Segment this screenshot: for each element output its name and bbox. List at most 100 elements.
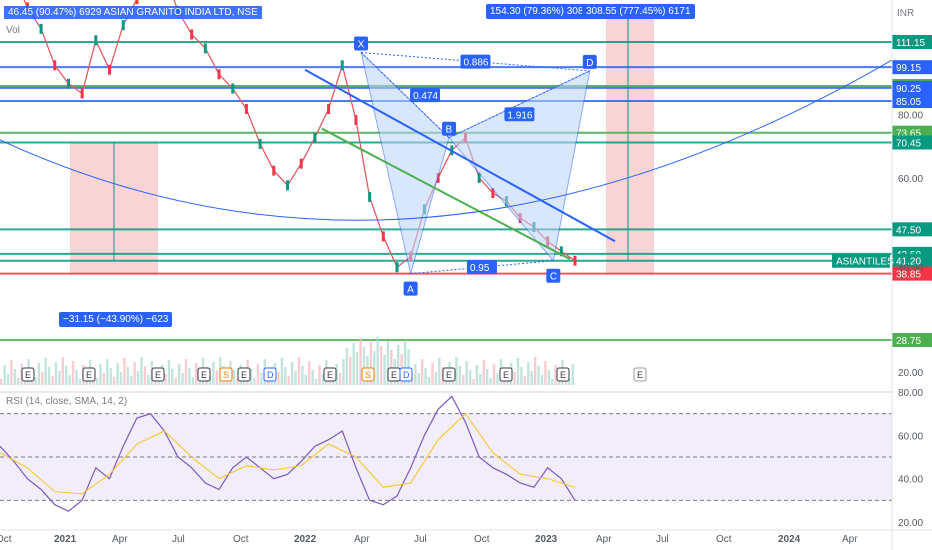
volume-bar [41, 372, 44, 385]
price-candle [477, 172, 481, 183]
volume-bar [304, 375, 308, 385]
harmonic-pattern[interactable]: X A B C D 0.886 0.474 1.916 0.95 [0, 36, 893, 296]
price-candle [559, 246, 563, 257]
volume-bar [551, 379, 554, 385]
event-marker-glyph: S [365, 370, 371, 380]
volume-bar [167, 360, 171, 385]
volume-bar [513, 372, 516, 385]
price-candle [368, 192, 372, 203]
price-candle [217, 69, 221, 80]
price-tick-1: 60.00 [898, 174, 923, 185]
level-tag-label-9: 41.20 [896, 257, 921, 268]
volume-bar [537, 366, 540, 385]
volume-bar [232, 370, 236, 385]
volume-bar [373, 351, 376, 385]
event-marker [151, 367, 165, 382]
resistance-trendline [304, 68, 616, 243]
volume-bar [516, 358, 520, 385]
volume-bar [10, 360, 13, 385]
volume-bar [496, 373, 499, 385]
pattern-point-label-C: C [550, 272, 557, 283]
price-candle [190, 29, 194, 40]
event-marker [263, 367, 277, 382]
volume-bar [256, 364, 260, 385]
volume-bar [188, 368, 191, 385]
event-marker-glyph: D [267, 370, 274, 380]
volume-bar [314, 379, 318, 385]
measure-box-3: −31.15 (−43.90%) −623 [59, 312, 173, 327]
price-candle [108, 64, 112, 75]
volume-bar [554, 365, 557, 385]
volume-bar [492, 364, 496, 385]
volume-bar [65, 366, 68, 385]
price-candle [354, 115, 358, 126]
price-candle [244, 104, 248, 115]
price-candle [231, 83, 235, 94]
event-marker [499, 367, 513, 382]
price-tick-3: 20.00 [898, 368, 923, 379]
level-tag-10 [892, 266, 932, 281]
volume-bar [253, 378, 256, 385]
volume-bar [424, 368, 427, 385]
volume-bar [455, 357, 458, 385]
level-tag-label-5: 73.65 [896, 129, 921, 140]
volume-bar [130, 376, 133, 385]
event-marker [82, 367, 96, 382]
symbol-legend: 46.45 (90.47%) 6929 ASIAN GRANITO INDIA … [4, 6, 262, 19]
price-candle [121, 20, 125, 31]
event-marker-glyph: S [223, 370, 229, 380]
volume-bar [133, 362, 136, 385]
level-tag-label-7: 47.50 [896, 225, 921, 236]
volume-bar [78, 379, 82, 385]
volume-legend: Vol [6, 25, 20, 36]
pattern-point-D [582, 54, 597, 69]
support-trendline [321, 127, 571, 260]
event-marker-glyph: E [201, 370, 207, 380]
event-marker-glyph: E [503, 370, 509, 380]
level-tag-9 [892, 253, 932, 268]
volume-bar [164, 374, 167, 385]
rsi-tick-1: 60.00 [898, 431, 923, 442]
price-candle [286, 180, 289, 191]
level-tag-0 [892, 35, 932, 49]
price-candle [327, 104, 331, 115]
volume-bar [489, 378, 492, 385]
volume-bar [568, 378, 571, 385]
event-marker-glyph: E [155, 370, 161, 380]
price-candle [80, 88, 84, 99]
currency-label[interactable]: INR [897, 8, 915, 19]
rsi-tick-0: 80.00 [898, 388, 923, 399]
rsi-pane: 80.00 60.00 40.00 20.00 [0, 388, 923, 529]
volume-bar [410, 378, 414, 385]
volume-bar [308, 361, 311, 385]
volume-bar [171, 369, 174, 385]
volume-bar [417, 373, 420, 385]
pattern-ratio-line-3 [448, 70, 591, 139]
level-tag-1 [892, 60, 932, 75]
volume-bar [136, 371, 140, 385]
volume-bar [126, 367, 130, 385]
volume-bar [427, 377, 431, 385]
volume-bar [345, 348, 349, 385]
pattern-point-label-A: A [407, 285, 414, 296]
pattern-ratio-box-0 [460, 54, 491, 69]
volume-bar [547, 370, 551, 385]
level-tag-label-10: 38.85 [896, 270, 921, 281]
price-candle [39, 23, 43, 34]
time-tick-6: Apr [354, 534, 370, 545]
pattern-point-C [546, 268, 561, 283]
volume-bar [34, 377, 37, 385]
time-tick-14: Apr [842, 534, 858, 545]
event-marker-glyph: E [446, 370, 452, 380]
level-tag-label-11: 28.75 [896, 336, 921, 347]
pattern-ratio-2: 1.916 [507, 110, 532, 121]
volume-bar [465, 361, 468, 385]
event-marker [399, 367, 413, 382]
volume-bar [335, 364, 338, 385]
time-tick-13: 2024 [778, 534, 801, 545]
volume-bar [102, 373, 106, 385]
volume-bar [297, 357, 301, 385]
price-candle [573, 255, 577, 266]
